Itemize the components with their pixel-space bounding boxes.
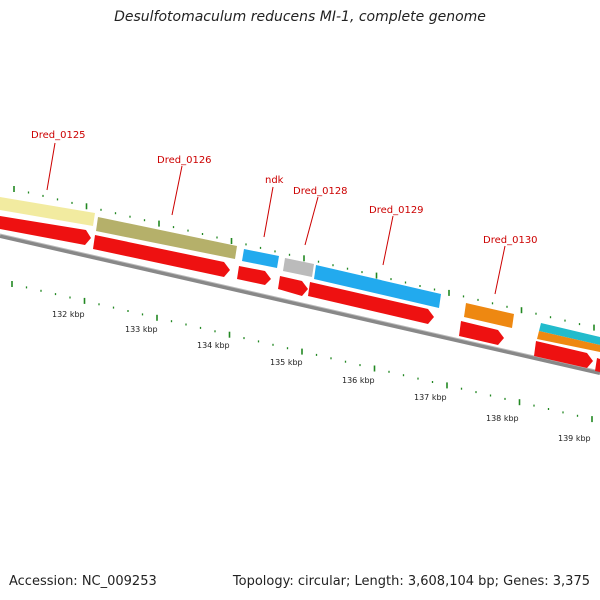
leader-line-dred-0125 [46,142,56,191]
scale-labels: 132 kbp 133 kbp 134 kbp 135 kbp 136 kbp … [52,310,591,443]
leader-line-dred-0126 [171,165,183,216]
leader-line-dred-0130 [494,245,506,295]
gene-label-dred-0128: Dred_0128 [293,186,348,197]
cog-bar-dred-0130 [464,303,514,328]
cds-arrow-dred-0125 [0,216,91,245]
gene-label-dred-0126: Dred_0126 [157,155,212,166]
cog-bar-next-cyan [539,323,600,345]
cds-arrow-dred-0129 [308,282,434,324]
genome-backbone [0,234,600,375]
gene-label-ndk: ndk [265,175,284,186]
cds-arrows [0,216,600,372]
cds-arrow-dred-0128 [278,276,308,296]
cog-bar-dred-0129 [314,265,441,308]
cog-bar-dred-0128 [283,258,314,277]
leader-line-dred-0128 [304,196,319,246]
cog-bar-next-orange [537,331,600,352]
cog-bars [0,197,600,352]
cog-bar-dred-0126 [96,217,237,259]
cog-bar-dred-0125 [0,197,95,226]
scale-label-139: 139 kbp [558,434,591,443]
scale-label-132: 132 kbp [52,310,85,319]
scale-label-136: 136 kbp [342,376,375,385]
scale-label-135: 135 kbp [270,358,303,367]
gene-label-dred-0130: Dred_0130 [483,235,538,246]
cds-arrow-dred-0126 [93,235,230,277]
cds-arrow-dred-0130 [459,321,504,345]
tick-row-upper [13,186,595,331]
genome-backbone-highlight [0,233,600,372]
cog-bar-ndk [242,249,279,268]
gene-labels: Dred_0125 Dred_0126 ndk Dred_0128 Dred_0… [31,130,538,295]
leader-line-dred-0129 [382,215,394,266]
cds-arrow-next [534,341,593,368]
map-title: Desulfotomaculum reducens MI-1, complete… [114,9,486,25]
scale-label-137: 137 kbp [414,393,447,402]
gene-label-dred-0125: Dred_0125 [31,130,86,141]
gene-label-dred-0129: Dred_0129 [369,205,424,216]
accession-label: Accession: NC_009253 [9,574,157,589]
tick-row-lower [11,281,593,423]
leader-line-ndk [263,186,274,238]
cds-arrow-edge [595,358,600,372]
scale-label-134: 134 kbp [197,341,230,350]
genome-stats-label: Topology: circular; Length: 3,608,104 bp… [232,574,590,589]
scale-label-133: 133 kbp [125,325,158,334]
scale-label-138: 138 kbp [486,414,519,423]
cds-arrow-ndk [237,266,271,285]
